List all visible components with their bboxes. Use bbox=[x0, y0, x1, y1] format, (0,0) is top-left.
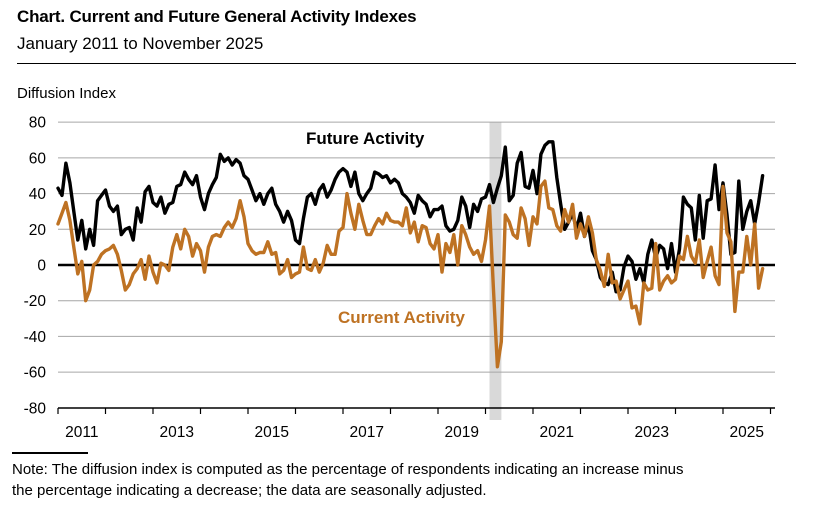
y-tick-label--20: -20 bbox=[24, 293, 47, 310]
chart-subtitle: January 2011 to November 2025 bbox=[17, 34, 264, 53]
note-text-line2: the percentage indicating a decrease; th… bbox=[12, 482, 487, 499]
recession-band bbox=[489, 122, 502, 420]
y-tick-label--40: -40 bbox=[24, 329, 47, 346]
y-tick-label-0: 0 bbox=[37, 258, 46, 275]
y-axis-label: Diffusion Index bbox=[17, 85, 116, 102]
note-divider bbox=[12, 452, 88, 454]
current-activity-line bbox=[56, 179, 765, 369]
x-year-label-2017: 2017 bbox=[350, 424, 384, 441]
future-activity-label: Future Activity bbox=[306, 129, 425, 148]
y-tick-label-80: 80 bbox=[29, 115, 47, 132]
x-year-label-2023: 2023 bbox=[635, 424, 669, 441]
x-year-label-2021: 2021 bbox=[540, 424, 574, 441]
y-tick-label-60: 60 bbox=[29, 150, 47, 167]
y-tick-label--80: -80 bbox=[24, 400, 47, 417]
y-tick-label-40: 40 bbox=[29, 186, 47, 203]
current-activity-label: Current Activity bbox=[338, 308, 465, 327]
header-divider bbox=[17, 63, 796, 64]
chart-title: Chart. Current and Future General Activi… bbox=[17, 7, 417, 26]
x-year-label-2025: 2025 bbox=[730, 424, 764, 441]
x-year-label-2013: 2013 bbox=[160, 424, 194, 441]
future-activity-line bbox=[56, 140, 765, 294]
y-tick-label--60: -60 bbox=[24, 365, 47, 382]
x-year-label-2019: 2019 bbox=[445, 424, 479, 441]
x-year-label-2011: 2011 bbox=[65, 424, 98, 441]
x-year-label-2015: 2015 bbox=[255, 424, 289, 441]
y-tick-label-20: 20 bbox=[29, 222, 47, 239]
note-text-line1: Note: The diffusion index is computed as… bbox=[12, 461, 684, 478]
